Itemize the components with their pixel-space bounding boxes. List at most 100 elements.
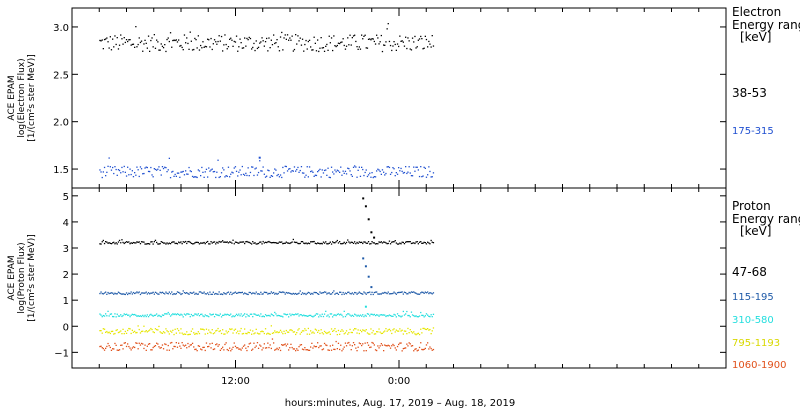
data-point [101,176,103,179]
data-point [313,332,315,334]
data-point [252,166,254,168]
data-point [216,329,218,332]
data-point [173,345,175,348]
data-point [304,43,306,46]
data-point [290,293,292,295]
data-point [198,49,201,51]
data-point [246,313,248,315]
data-point [343,241,345,243]
data-point [267,169,269,171]
data-point [143,347,145,350]
data-point [361,344,363,347]
data-point [219,313,221,315]
data-point [204,243,206,245]
data-point [274,242,276,244]
data-point [181,332,183,334]
data-point [190,330,192,332]
data-point [270,291,272,293]
data-point [168,349,170,351]
data-point [393,41,395,43]
data-point [183,292,186,294]
data-point [220,332,223,335]
data-point [142,50,144,52]
data-point [125,332,128,334]
data-point [202,346,204,349]
data-point [365,169,367,171]
data-point [432,172,435,174]
data-point [372,342,374,344]
data-point [415,315,417,317]
data-point [130,291,132,293]
data-point [259,344,261,346]
data-point [319,314,321,316]
data-point [182,49,184,51]
data-point [402,333,404,335]
data-point [129,347,131,349]
data-point [291,293,293,295]
data-point [369,172,371,174]
data-point [358,46,360,48]
data-point [202,171,204,173]
data-point [399,291,401,294]
data-point [149,329,151,331]
data-point [257,314,260,316]
y-axis-label-proton: ACE EPAM [7,255,17,300]
data-point [197,35,199,37]
data-point [421,38,423,40]
data-point [213,348,216,350]
data-point [196,293,198,295]
data-point [267,241,269,243]
data-point [293,166,296,168]
data-point [255,40,257,42]
data-point-peak [364,265,367,268]
data-point [336,334,338,336]
data-point [422,291,424,294]
data-point [198,345,201,347]
data-point [266,291,268,294]
data-point [144,331,146,333]
data-point [164,343,166,345]
data-point [348,341,350,344]
data-point [339,42,341,45]
data-point [171,46,173,48]
data-point [319,47,321,49]
data-point [364,171,366,174]
data-point [160,43,162,45]
data-point [135,174,137,176]
data-point [264,314,267,316]
y-tick-label-electron: 3.0 [53,23,69,34]
data-point [151,349,153,351]
data-point [219,349,221,351]
data-point [320,329,322,331]
data-point [222,314,224,316]
data-point [306,166,308,168]
data-point [196,176,198,179]
data-point [116,313,118,315]
data-point [408,342,410,344]
data-point [312,241,314,243]
data-point [414,315,416,318]
data-point [185,314,187,316]
data-point [303,242,305,244]
data-point [225,43,227,46]
data-point [424,291,426,293]
data-point [129,328,131,330]
data-point [311,49,313,51]
data-point [369,243,371,245]
data-point [176,328,179,330]
data-point [193,314,195,317]
data-point [345,173,348,175]
data-point [332,316,334,318]
data-point [415,348,417,350]
data-point [198,170,201,172]
data-point [431,176,433,178]
data-point [108,157,110,159]
data-point [229,38,231,40]
data-point [109,346,111,349]
data-point [210,347,212,349]
data-point [99,169,101,171]
data-point [327,167,329,169]
data-point [285,291,287,294]
data-point [245,172,247,174]
data-point [131,43,133,46]
